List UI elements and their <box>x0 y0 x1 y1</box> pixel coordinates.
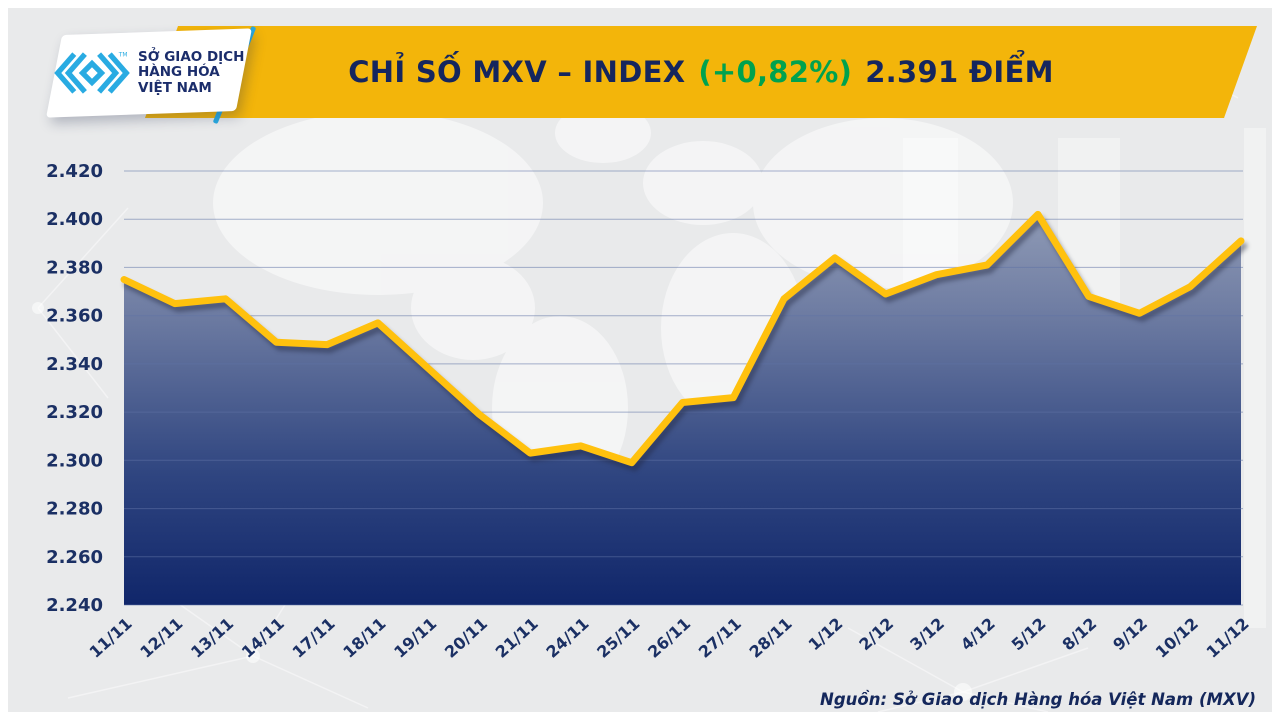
index-line <box>120 210 1245 467</box>
infographic-canvas: 2.420 2.400 2.380 2.360 2.340 2.320 2.300 2.280… <box>8 8 1272 712</box>
x-axis-label: 19/11 <box>390 614 440 662</box>
x-axis-label: 9/12 <box>1109 614 1151 654</box>
x-axis-label: 2/12 <box>855 614 897 654</box>
x-axis-label: 21/11 <box>492 614 542 662</box>
mxv-logo-icon: TM <box>54 52 131 94</box>
logo-line-3: VIỆT NAM <box>138 79 213 96</box>
x-axis-label: 24/11 <box>542 614 592 662</box>
chart-title-value: 2.391 ĐIỂM <box>865 55 1054 89</box>
x-axis-label: 4/12 <box>957 614 999 654</box>
x-axis-label: 13/11 <box>187 614 237 662</box>
x-axis-label: 17/11 <box>289 614 339 662</box>
y-axis-label: 2.360 <box>46 306 103 327</box>
y-axis-label: 2.300 <box>46 450 103 471</box>
y-axis-label: 2.380 <box>46 257 103 278</box>
title-banner: CHỈ SỐ MXV – INDEX (+0,82%) 2.391 ĐIỂM <box>145 26 1257 118</box>
x-axis-label: 1/12 <box>805 614 847 654</box>
x-axis-label: 12/11 <box>136 614 186 662</box>
x-axis-label: 26/11 <box>644 614 694 662</box>
area-fill <box>124 214 1241 605</box>
y-axis-label: 2.340 <box>46 354 103 375</box>
x-axis-label: 5/12 <box>1008 614 1050 654</box>
x-axis-label: 8/12 <box>1058 614 1100 654</box>
tm-mark: TM <box>118 52 128 58</box>
logo-line-2: HÀNG HÓA <box>138 64 220 81</box>
index-area-chart: 2.420 2.400 2.380 2.360 2.340 2.320 2.300 2.280… <box>46 161 1253 662</box>
mxv-logo-card: TM SỞ GIAO DỊCH HÀNG HÓA VIỆT NAM <box>46 28 252 118</box>
x-axis-label: 20/11 <box>441 614 491 662</box>
x-axis-label: 25/11 <box>593 614 643 662</box>
x-axis-label: 11/11 <box>86 614 136 662</box>
x-axis-label: 14/11 <box>238 614 288 662</box>
y-axis-label: 2.420 <box>46 161 103 182</box>
x-axis-label: 3/12 <box>906 614 948 654</box>
x-axis-label: 18/11 <box>339 614 389 662</box>
chart-title-prefix: CHỈ SỐ MXV – INDEX <box>348 55 686 89</box>
y-axis-label: 2.320 <box>46 402 103 423</box>
source-caption: Nguồn: Sở Giao dịch Hàng hóa Việt Nam (M… <box>820 690 1256 709</box>
x-axis-label: 10/12 <box>1152 614 1202 662</box>
y-axis-label: 2.280 <box>46 499 103 520</box>
chart-title-change: (+0,82%) <box>698 55 853 89</box>
y-axis-label: 2.400 <box>46 209 103 230</box>
y-axis-label: 2.240 <box>46 595 103 616</box>
y-axis-label: 2.260 <box>46 547 103 568</box>
x-axis-label: 27/11 <box>695 614 745 662</box>
x-axis-label: 28/11 <box>746 614 796 662</box>
x-axis-label: 11/12 <box>1203 614 1253 662</box>
mxv-logo-text: SỞ GIAO DỊCH HÀNG HÓA VIỆT NAM <box>138 49 244 96</box>
